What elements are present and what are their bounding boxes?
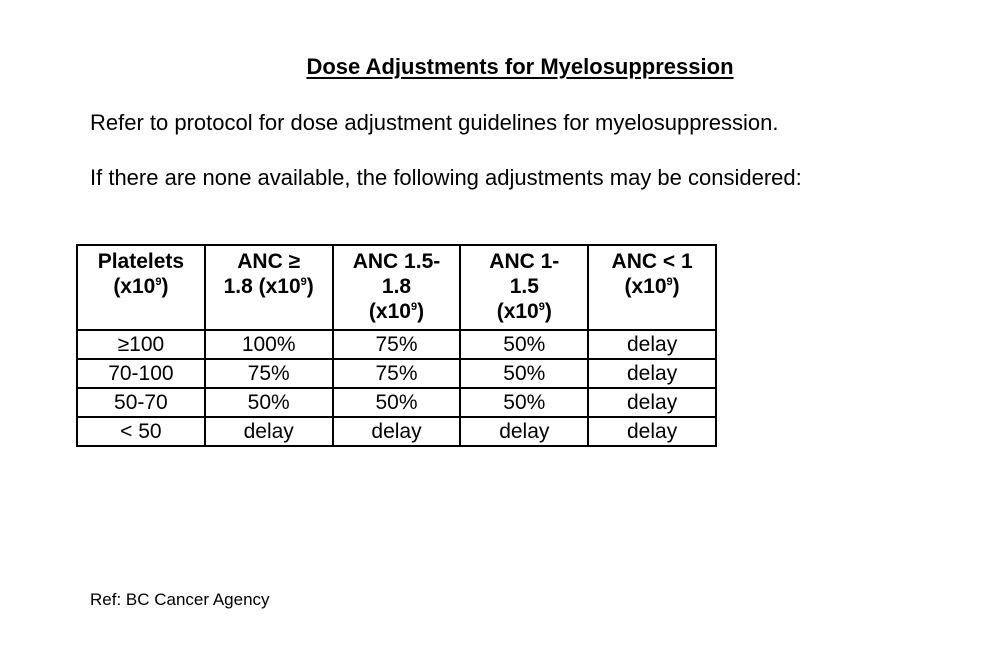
page-title: Dose Adjustments for Myelosuppression (306, 54, 734, 79)
header-unit: (x109) (624, 275, 680, 298)
table-cell: 50% (459, 358, 590, 389)
table-cell: 70-100 (76, 358, 206, 389)
header-unit: (x109) (113, 275, 169, 298)
protocol-note: Refer to protocol for dose adjustment gu… (90, 110, 779, 135)
table-cell: delay (587, 358, 717, 389)
table-cell: 75% (203, 358, 334, 389)
header-platelets: Platelets (x109) (76, 244, 206, 331)
header-anc-1-1-5: ANC 1- 1.5 (x109) (459, 244, 590, 331)
table-cell: 75% (331, 329, 462, 360)
table-cell: 50% (203, 387, 334, 418)
header-anc-lt-1: ANC < 1 (x109) (587, 244, 717, 331)
table-header-row: Platelets (x109) ANC ≥ 1.8 (x109) ANC 1.… (76, 244, 717, 331)
table-cell: 75% (331, 358, 462, 389)
header-text: ANC ≥ (237, 250, 301, 273)
header-text: Platelets (97, 250, 185, 273)
table-row: 50-70 50% 50% 50% delay (76, 387, 717, 418)
table-row: 70-100 75% 75% 50% delay (76, 358, 717, 389)
table-cell: 50-70 (76, 387, 206, 418)
header-unit: (x109) (368, 300, 425, 323)
table-cell: < 50 (76, 416, 206, 447)
table-cell: delay (587, 387, 717, 418)
table-row: ≥100 100% 75% 50% delay (76, 329, 717, 360)
header-text: 1.8 (381, 275, 412, 298)
table-cell: 50% (459, 387, 590, 418)
table-cell: 50% (459, 329, 590, 360)
table-cell: 50% (331, 387, 462, 418)
table-cell: delay (587, 329, 717, 360)
header-anc-ge-1-8: ANC ≥ 1.8 (x109) (203, 244, 334, 331)
table-cell: delay (331, 416, 462, 447)
alternative-note: If there are none available, the followi… (90, 165, 802, 190)
table-cell: 100% (203, 329, 334, 360)
table-row: < 50 delay delay delay delay (76, 416, 717, 447)
table-cell: delay (587, 416, 717, 447)
dose-adjustment-table: Platelets (x109) ANC ≥ 1.8 (x109) ANC 1.… (76, 244, 717, 447)
header-text: ANC 1.5- (352, 250, 441, 273)
header-unit: 1.8 (x109) (223, 275, 314, 298)
table-cell: ≥100 (76, 329, 206, 360)
header-text: ANC 1- (489, 250, 560, 273)
table-cell: delay (459, 416, 590, 447)
header-anc-1-5-1-8: ANC 1.5- 1.8 (x109) (331, 244, 462, 331)
table-cell: delay (203, 416, 334, 447)
header-text: ANC < 1 (611, 250, 693, 273)
reference-note: Ref: BC Cancer Agency (90, 590, 270, 609)
header-unit: (x109) (496, 300, 552, 323)
header-text: 1.5 (509, 275, 539, 298)
